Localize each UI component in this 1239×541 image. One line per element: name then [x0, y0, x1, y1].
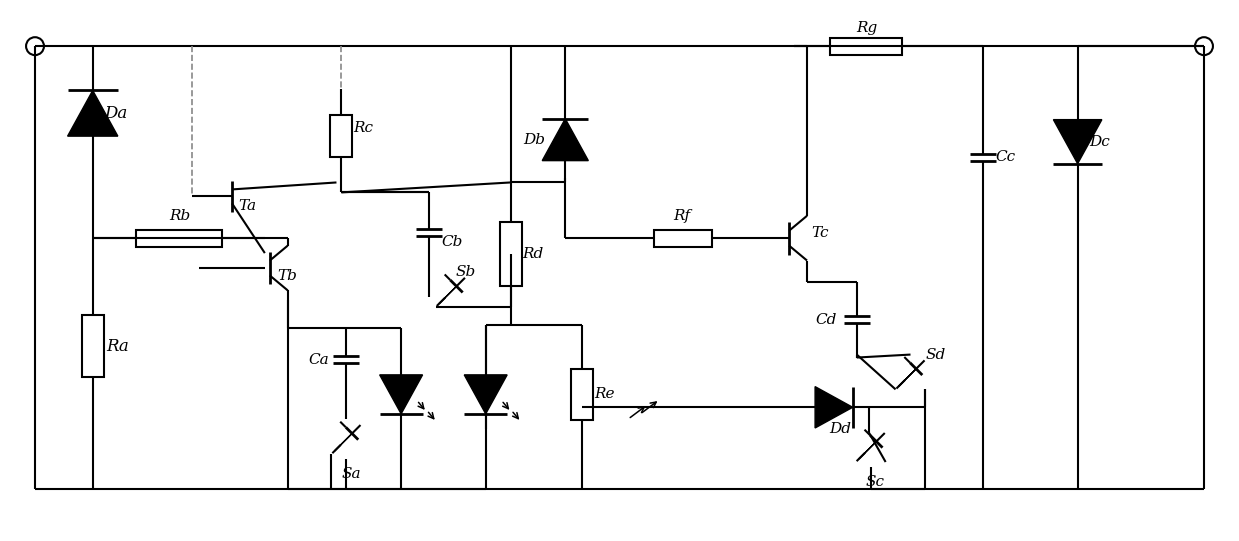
Text: Cc: Cc [995, 150, 1015, 164]
Bar [82, 315, 104, 377]
Text: Sa: Sa [342, 467, 361, 481]
Text: Ra: Ra [107, 338, 129, 354]
Text: Tb: Tb [278, 269, 297, 283]
Text: Dd: Dd [829, 422, 851, 436]
Bar [136, 230, 222, 247]
Polygon shape [439, 286, 456, 304]
Text: Rb: Rb [169, 209, 190, 223]
Bar [499, 222, 522, 286]
Polygon shape [68, 90, 118, 136]
Text: Cd: Cd [815, 313, 836, 327]
Bar [654, 230, 712, 247]
Text: Sb: Sb [456, 265, 476, 279]
Text: Re: Re [595, 387, 615, 401]
Text: Rg: Rg [856, 21, 877, 35]
Text: Tc: Tc [812, 226, 829, 240]
Bar [830, 38, 902, 55]
Text: Rd: Rd [523, 247, 544, 261]
Text: Dc: Dc [1089, 135, 1110, 149]
Text: Db: Db [524, 133, 545, 147]
Polygon shape [815, 387, 852, 428]
Polygon shape [543, 118, 589, 161]
Text: Ca: Ca [309, 353, 330, 367]
Text: Rf: Rf [673, 209, 690, 223]
Bar [331, 115, 352, 157]
Text: Cb: Cb [441, 235, 462, 249]
Bar [571, 369, 593, 420]
Polygon shape [379, 375, 422, 414]
Polygon shape [1053, 120, 1101, 164]
Text: Sd: Sd [926, 347, 945, 361]
Polygon shape [465, 375, 507, 414]
Polygon shape [335, 433, 352, 451]
Polygon shape [859, 441, 876, 459]
Text: Rc: Rc [353, 121, 373, 135]
Polygon shape [898, 369, 916, 386]
Text: Da: Da [104, 105, 128, 122]
Text: Sc: Sc [866, 475, 885, 489]
Text: Ta: Ta [238, 199, 256, 213]
